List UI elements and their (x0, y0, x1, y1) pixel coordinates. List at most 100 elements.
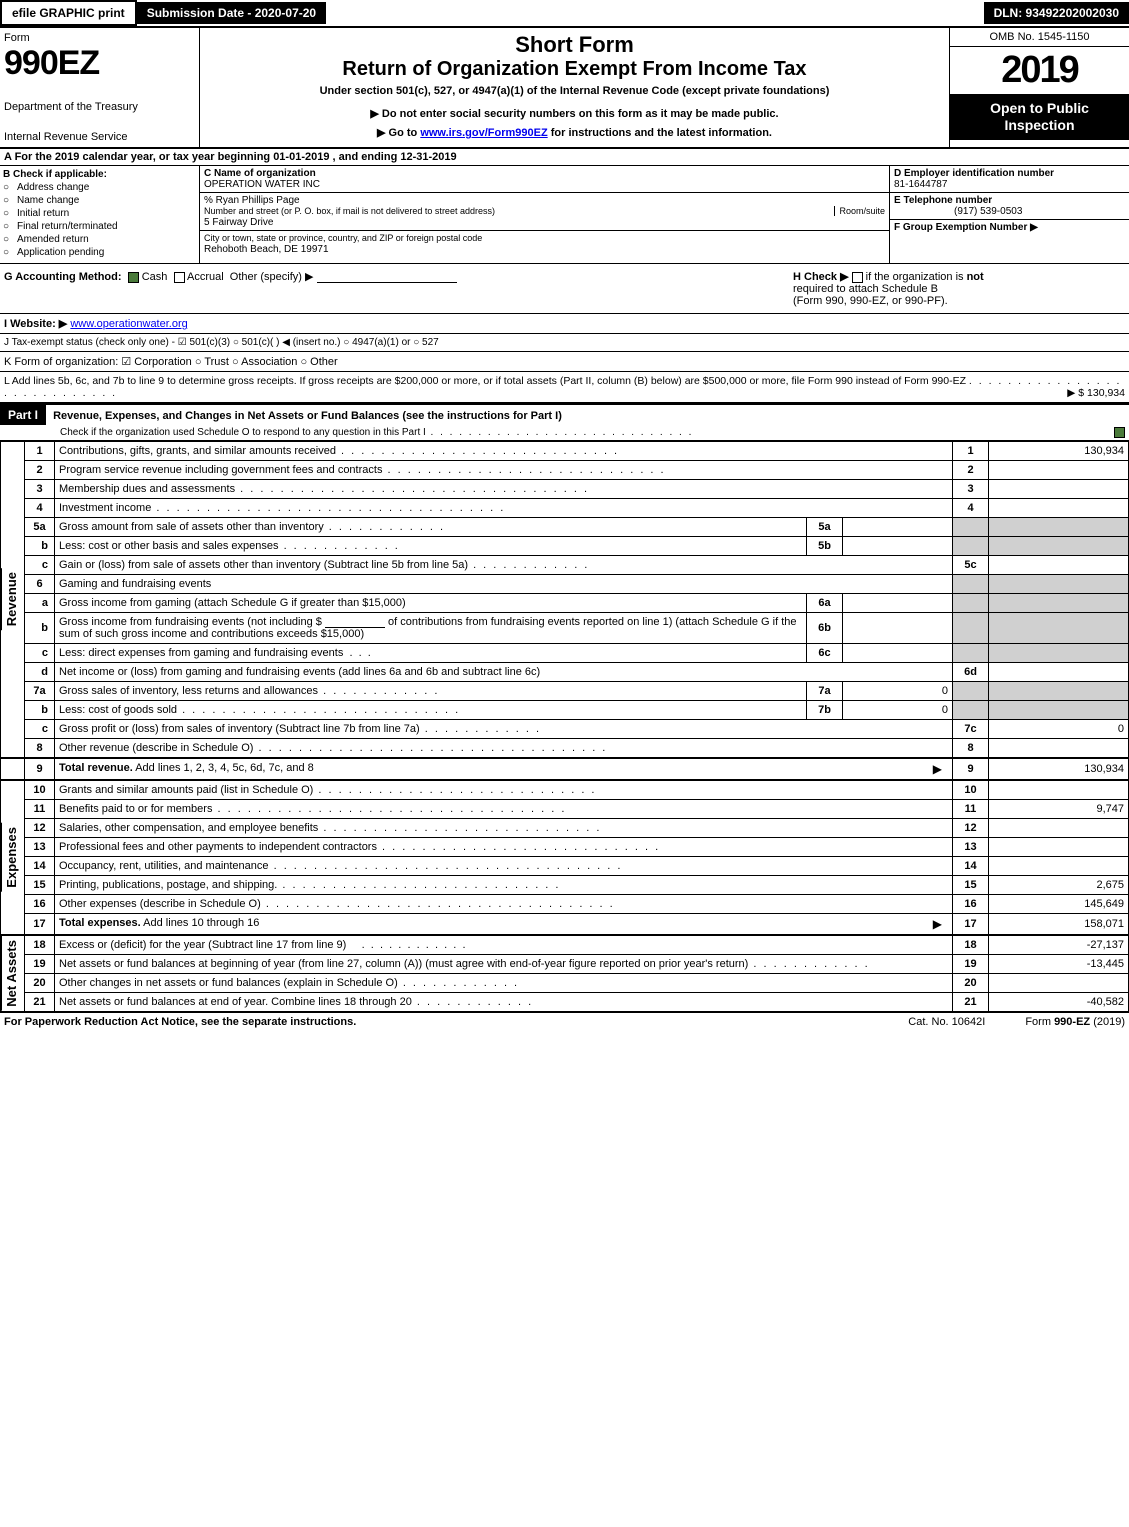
col-num: 18 (953, 935, 989, 955)
table-row: 16Other expenses (describe in Schedule O… (1, 895, 1129, 914)
h-txt3: (Form 990, 990-EZ, or 990-PF). (793, 295, 948, 307)
col-shade (953, 575, 989, 594)
chk-name-change[interactable]: Name change (3, 195, 196, 206)
col-d-e-f: D Employer identification number 81-1644… (889, 166, 1129, 263)
col-num: 20 (953, 974, 989, 993)
total-revenue-label: Total revenue. (59, 762, 133, 774)
group-exemption-label: F Group Exemption Number ▶ (894, 222, 1038, 233)
box-value: 0 (843, 701, 953, 720)
box-value: 0 (843, 682, 953, 701)
website-link[interactable]: www.operationwater.org (70, 318, 187, 330)
col-num: 15 (953, 876, 989, 895)
irs-link[interactable]: www.irs.gov/Form990EZ (420, 127, 547, 139)
line-num: d (25, 663, 55, 682)
col-num: 5c (953, 556, 989, 575)
chk-application-pending[interactable]: Application pending (3, 247, 196, 258)
col-shade (953, 682, 989, 701)
line-num: 3 (25, 480, 55, 499)
ein-label: D Employer identification number (894, 168, 1054, 179)
line-num: c (25, 720, 55, 739)
line-num: 11 (25, 800, 55, 819)
val-shade (989, 575, 1129, 594)
table-row: 21 Net assets or fund balances at end of … (1, 993, 1129, 1012)
line-desc: Net assets or fund balances at end of ye… (59, 996, 533, 1008)
part-i-badge: Part I (0, 405, 46, 425)
line-num: 17 (25, 914, 55, 936)
contrib-amount-input[interactable] (325, 616, 385, 628)
line-desc: Other changes in net assets or fund bala… (59, 977, 519, 989)
col-num: 12 (953, 819, 989, 838)
expenses-sidelabel: Expenses (1, 823, 21, 892)
row-j-tax-exempt: J Tax-exempt status (check only one) - ☑… (0, 334, 1129, 352)
line-num: 8 (25, 739, 55, 759)
chk-initial-return[interactable]: Initial return (3, 208, 196, 219)
box-label: 7a (807, 682, 843, 701)
header-right: OMB No. 1545-1150 2019 Open to Public In… (949, 28, 1129, 147)
col-shade (953, 518, 989, 537)
header-center: Short Form Return of Organization Exempt… (200, 28, 949, 147)
table-row: Net Assets 18Excess or (deficit) for the… (1, 935, 1129, 955)
line-num: b (25, 537, 55, 556)
efile-print-button[interactable]: efile GRAPHIC print (0, 0, 137, 26)
col-shade (953, 613, 989, 644)
top-bar: efile GRAPHIC print Submission Date - 20… (0, 0, 1129, 28)
footer-form-id: Form 990-EZ (2019) (1025, 1016, 1125, 1028)
other-specify-input[interactable] (317, 271, 457, 283)
line-desc: Membership dues and assessments (59, 483, 589, 495)
street-address: 5 Fairway Drive (204, 217, 273, 228)
line-value: -27,137 (989, 935, 1129, 955)
col-num: 14 (953, 857, 989, 876)
room-suite-label: Room/suite (834, 206, 885, 216)
line-desc: Gain or (loss) from sale of assets other… (59, 559, 589, 571)
line-desc: Gaming and fundraising events (55, 575, 953, 594)
chk-cash[interactable] (128, 272, 139, 283)
table-row: cLess: direct expenses from gaming and f… (1, 644, 1129, 663)
chk-schedule-b[interactable] (852, 272, 863, 283)
line-num: 9 (25, 758, 55, 780)
line-desc: Gross sales of inventory, less returns a… (59, 685, 439, 697)
line-value: 130,934 (989, 758, 1129, 780)
line-desc: Investment income (59, 502, 505, 514)
col-num: 21 (953, 993, 989, 1012)
chk-accrual[interactable] (174, 272, 185, 283)
line-num: 13 (25, 838, 55, 857)
val-shade (989, 594, 1129, 613)
chk-schedule-o[interactable] (1114, 427, 1125, 438)
table-row: 6Gaming and fundraising events (1, 575, 1129, 594)
val-shade (989, 537, 1129, 556)
chk-amended-return[interactable]: Amended return (3, 234, 196, 245)
table-row: Revenue 1 Contributions, gifts, grants, … (1, 442, 1129, 461)
line-desc: Occupancy, rent, utilities, and maintena… (59, 860, 622, 872)
col-shade (953, 537, 989, 556)
col-num: 11 (953, 800, 989, 819)
table-row: bGross income from fundraising events (n… (1, 613, 1129, 644)
ein-value: 81-1644787 (894, 179, 947, 190)
chk-final-return[interactable]: Final return/terminated (3, 221, 196, 232)
open-public-inspection: Open to Public Inspection (950, 94, 1129, 140)
line-num: 7a (25, 682, 55, 701)
cash-label: Cash (142, 271, 168, 283)
ssn-note: ▶ Do not enter social security numbers o… (204, 107, 945, 120)
table-row: 3Membership dues and assessments3 (1, 480, 1129, 499)
line-num: b (25, 701, 55, 720)
dln-label: DLN: 93492202002030 (984, 2, 1129, 24)
street-label: Number and street (or P. O. box, if mail… (204, 206, 495, 216)
col-num: 10 (953, 780, 989, 800)
line-value (989, 556, 1129, 575)
box-value (843, 594, 953, 613)
val-shade (989, 701, 1129, 720)
line-value (989, 838, 1129, 857)
goto-post: for instructions and the latest informat… (548, 127, 772, 139)
part-i-header-row: Part I Revenue, Expenses, and Changes in… (0, 403, 1129, 441)
line-desc: Less: cost or other basis and sales expe… (59, 540, 400, 552)
col-c-org-info: C Name of organization OPERATION WATER I… (200, 166, 889, 263)
table-row: 9Total revenue. Add lines 1, 2, 3, 4, 5c… (1, 758, 1129, 780)
line-value: 158,071 (989, 914, 1129, 936)
line-desc: Grants and similar amounts paid (list in… (59, 784, 597, 796)
col-num: 4 (953, 499, 989, 518)
line-num: a (25, 594, 55, 613)
line-desc-1: Gross income from fundraising events (no… (59, 616, 322, 628)
chk-address-change[interactable]: Address change (3, 182, 196, 193)
val-shade (989, 518, 1129, 537)
line-value: 0 (989, 720, 1129, 739)
